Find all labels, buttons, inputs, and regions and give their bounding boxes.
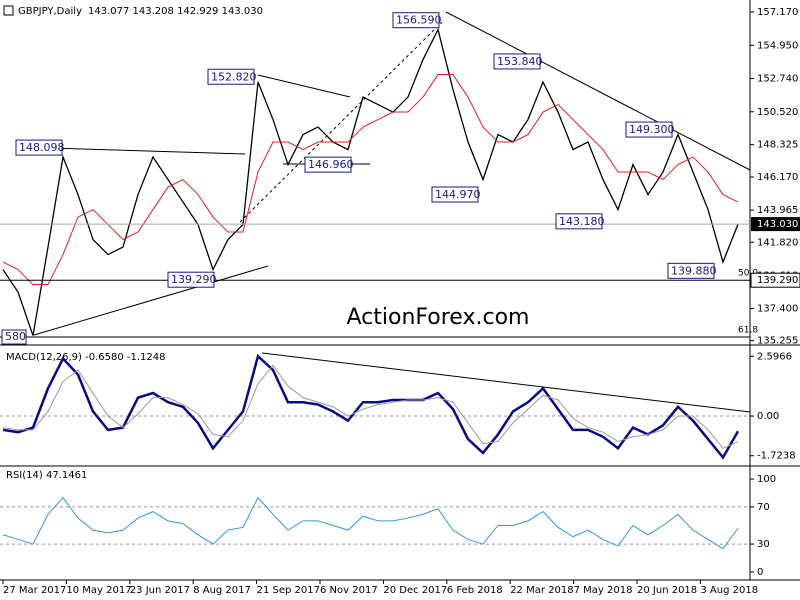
x-tick-label: 6 Nov 2017 xyxy=(320,585,378,596)
price-label: 153.840 xyxy=(497,55,543,68)
support-box xyxy=(750,272,800,288)
macd-trendline xyxy=(261,352,751,413)
y-tick-label: 150.520 xyxy=(757,107,798,118)
y-tick-label: 70 xyxy=(757,502,770,513)
y-tick-label: 148.325 xyxy=(757,140,798,151)
trendline xyxy=(33,265,269,336)
x-tick-label: 10 May 2017 xyxy=(66,585,131,596)
x-tick-label: 23 Jun 2017 xyxy=(130,585,190,596)
x-tick-label: 21 Sep 2017 xyxy=(257,585,320,596)
price-label-box xyxy=(555,213,603,230)
price-label: 139.290 xyxy=(171,273,217,286)
series-line xyxy=(2,496,739,550)
watermark: ActionForex.com xyxy=(347,305,530,330)
y-tick-label: -1.7238 xyxy=(757,451,796,462)
trendline xyxy=(257,74,351,98)
price-label: 143.180 xyxy=(559,215,605,228)
series-line xyxy=(2,364,739,449)
series-line xyxy=(2,353,740,460)
price-label-box xyxy=(392,12,440,29)
support-label: 139.290 xyxy=(757,275,798,286)
price-label-box xyxy=(207,68,255,85)
price-label: 139.880 xyxy=(671,264,717,277)
last-price-box xyxy=(751,217,800,232)
price-label: 149.300 xyxy=(629,123,675,136)
ohlc-values: 143.077 143.208 142.929 143.030 xyxy=(88,6,263,17)
price-label-box xyxy=(167,271,215,288)
price-label-box xyxy=(431,186,479,203)
y-tick-label: 152.740 xyxy=(757,73,798,84)
price-label-box xyxy=(667,262,715,279)
price-label-box xyxy=(15,139,63,156)
trendline xyxy=(445,11,751,171)
rsi-title: RSI(14) 47.1461 xyxy=(6,470,87,481)
y-tick-label: 135.255 xyxy=(757,336,798,347)
y-tick-label: 0.00 xyxy=(757,411,779,422)
chart-title: GBPJPY,Daily xyxy=(18,6,82,17)
price-label: 148.098 xyxy=(19,141,65,154)
y-tick-label: 141.820 xyxy=(757,237,798,248)
price-label-box xyxy=(304,156,352,173)
x-tick-label: 20 Jun 2018 xyxy=(637,585,697,596)
y-tick-label: 154.950 xyxy=(757,40,798,51)
y-tick-label: 2.5966 xyxy=(757,351,792,362)
x-tick-label: 7 May 2018 xyxy=(574,585,633,596)
y-tick-label: 157.170 xyxy=(757,7,798,18)
x-tick-label: 8 Aug 2017 xyxy=(193,585,251,596)
x-tick-label: 27 Mar 2017 xyxy=(3,585,66,596)
x-tick-label: 20 Dec 2017 xyxy=(383,585,447,596)
x-tick-label: 22 Mar 2018 xyxy=(510,585,573,596)
y-tick-label: 143.965 xyxy=(757,205,798,216)
x-tick-label: 3 Aug 2018 xyxy=(700,585,758,596)
price-label: 580 xyxy=(5,330,26,343)
price-label: 152.820 xyxy=(211,70,257,83)
fib-label: 61.8 xyxy=(738,326,758,336)
price-label-box xyxy=(625,121,673,138)
y-tick-label: 146.170 xyxy=(757,172,798,183)
series-line xyxy=(2,74,739,286)
price-label: 156.590 xyxy=(396,14,442,27)
price-label-box xyxy=(1,329,27,345)
macd-title: MACD(12,26,9) -0.6580 -1.1248 xyxy=(6,352,166,363)
y-tick-label: 137.400 xyxy=(757,304,798,315)
y-tick-label: 30 xyxy=(757,539,770,550)
trendline xyxy=(239,21,443,223)
symbol-icon xyxy=(3,5,14,16)
x-tick-label: 6 Feb 2018 xyxy=(447,585,503,596)
y-tick-label: 100 xyxy=(757,474,776,485)
price-label-box xyxy=(493,53,541,70)
y-tick-label: 0 xyxy=(757,567,763,578)
price-label: 144.970 xyxy=(435,188,481,201)
last-price-label: 143.030 xyxy=(757,219,798,230)
fib-label: 50.0 xyxy=(738,269,758,279)
price-label: 146.960 xyxy=(308,158,354,171)
